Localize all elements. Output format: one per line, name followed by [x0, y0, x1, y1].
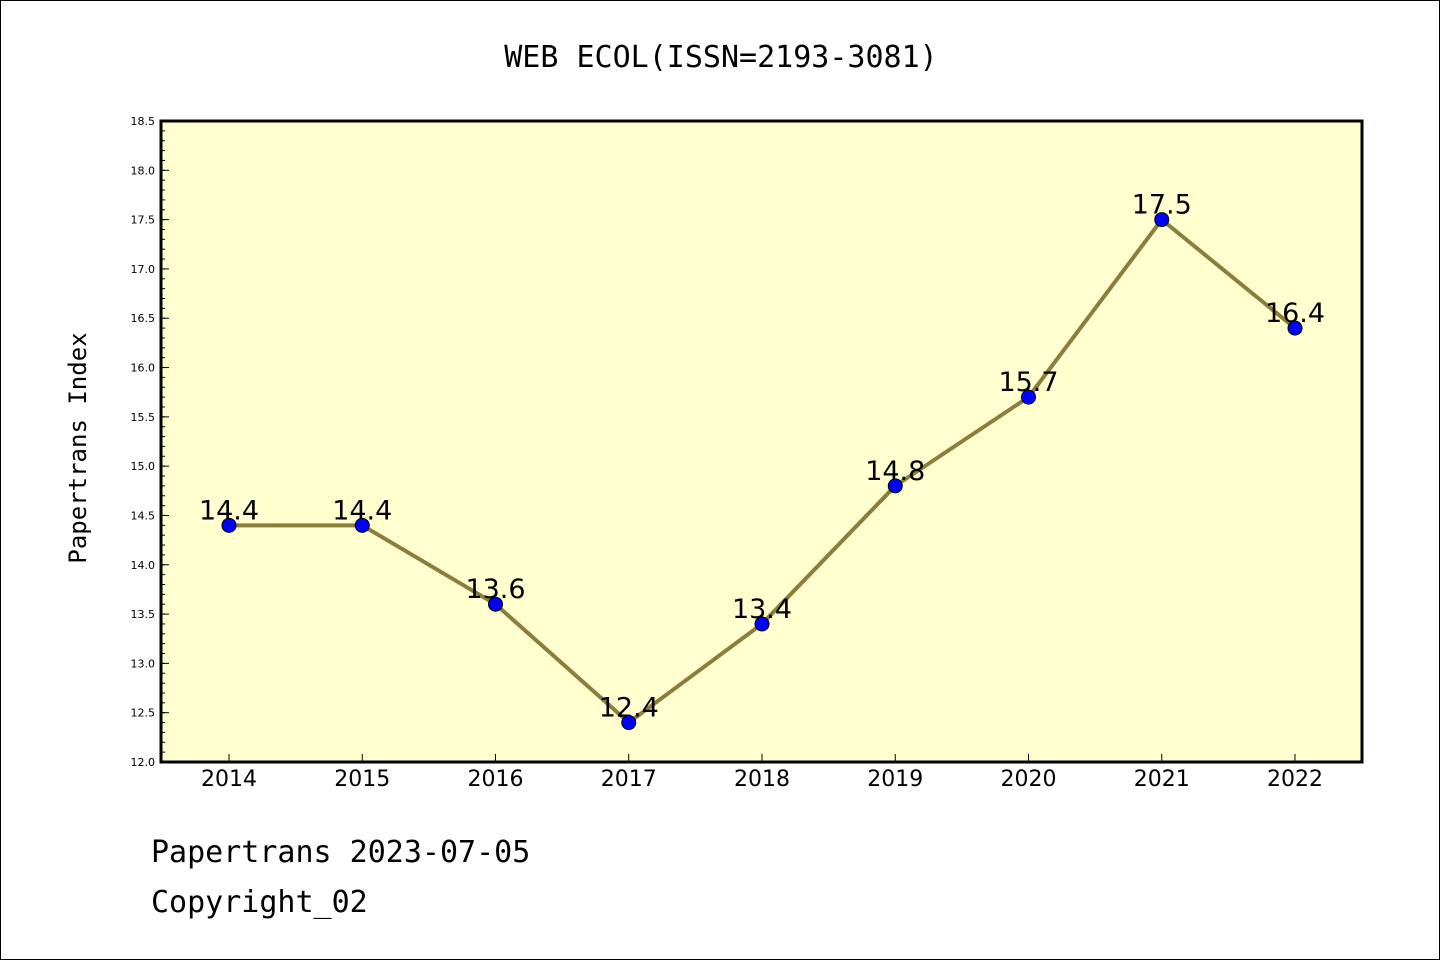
y-axis-label: Papertrans Index [64, 332, 92, 563]
y-tick-label: 14.5 [131, 509, 156, 522]
x-tick-label: 2015 [334, 767, 390, 792]
x-tick-label: 2022 [1267, 767, 1323, 792]
y-tick-label: 14.0 [131, 559, 156, 572]
data-point [887, 478, 903, 494]
data-point [1021, 389, 1036, 405]
series-layer: 14.4 14.413.612.413.414.815.717.516.4 [199, 190, 1325, 731]
y-tick-label: 17.5 [131, 214, 156, 227]
x-tick-label: 2016 [468, 767, 524, 792]
data-point [621, 715, 637, 731]
data-point [1287, 320, 1303, 336]
y-tick-label: 15.0 [131, 460, 156, 473]
x-tick-label: 2014 [201, 767, 257, 792]
data-point [754, 616, 770, 632]
y-tick-label: 13.0 [131, 657, 156, 670]
chart-title: WEB ECOL(ISSN=2193-3081) [504, 40, 937, 75]
y-tick-label: 13.5 [131, 608, 156, 621]
y-tick-label: 18.5 [131, 115, 156, 128]
x-tick-label: 2021 [1134, 767, 1190, 792]
y-tick-label: 12.0 [131, 756, 156, 769]
y-tick-label: 17.0 [131, 263, 156, 276]
x-tick-label: 2017 [601, 767, 657, 792]
footer-date: Papertrans 2023-07-05 [151, 835, 531, 870]
data-point [488, 596, 503, 612]
x-tick-label: 2019 [867, 767, 923, 792]
data-point [1154, 212, 1170, 228]
x-tick-label: 2020 [1001, 767, 1057, 792]
plot-area [161, 121, 1362, 762]
y-axis-ticks: 12.0 12.5 13.0 13.5 14.0 14.5 15.0 15.5 16.0 16.5… [131, 115, 169, 769]
plot-border [159, 119, 1364, 764]
x-tick-label: 2018 [734, 767, 790, 792]
y-tick-label: 18.0 [131, 164, 156, 177]
y-tick-label: 12.5 [131, 707, 156, 720]
y-tick-label: 16.5 [131, 312, 156, 325]
footer-copyright: Copyright_02 [151, 885, 368, 920]
data-point [221, 517, 237, 533]
x-axis-ticks: 2014 2015 2016 2017 2018 2019 2020 2021 2022 [201, 754, 1323, 792]
y-tick-label: 16.0 [131, 362, 156, 375]
data-point [354, 517, 370, 533]
y-tick-label: 15.5 [131, 411, 156, 424]
